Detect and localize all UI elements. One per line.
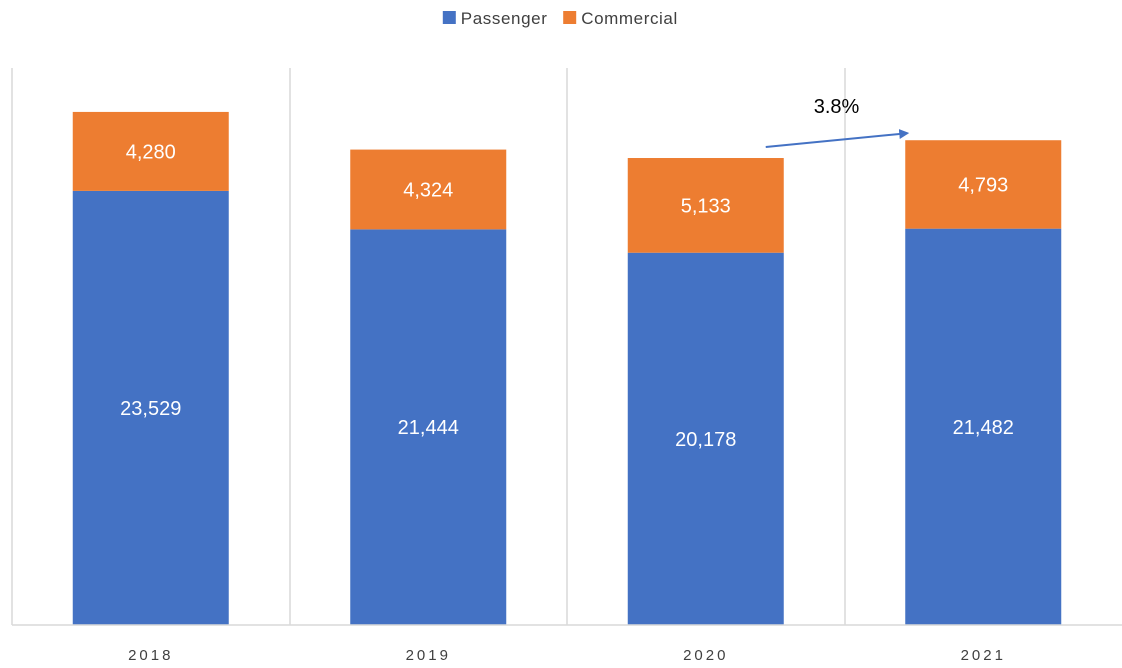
growth-annotation-label: 3.8% bbox=[814, 96, 860, 118]
data-label-passenger-2018: 23,529 bbox=[120, 398, 181, 420]
data-labels: 23,529 4,280 21,444 4,324 20,178 5,133 21,482 4… bbox=[120, 141, 1014, 450]
bar-commercial-2018 bbox=[72, 111, 229, 191]
x-tick-label: 2021 bbox=[961, 647, 1006, 663]
legend-swatch-passenger bbox=[442, 11, 456, 24]
bar-passenger-2018 bbox=[72, 190, 229, 625]
growth-annotation: 3.8% bbox=[765, 96, 910, 149]
x-tick-label: 2020 bbox=[683, 647, 728, 663]
x-axis: 2018 2019 2020 2021 bbox=[12, 624, 1122, 664]
bar-commercial-2021 bbox=[905, 140, 1062, 229]
legend-label-passenger: Passenger bbox=[461, 9, 548, 28]
data-label-commercial-2020: 5,133 bbox=[681, 195, 731, 217]
bar-commercial-2019 bbox=[350, 149, 507, 230]
bar-passenger-2021 bbox=[905, 228, 1062, 625]
data-label-commercial-2018: 4,280 bbox=[126, 141, 176, 163]
data-label-passenger-2021: 21,482 bbox=[953, 417, 1014, 439]
legend: Passenger Commercial bbox=[442, 9, 678, 28]
legend-swatch-commercial bbox=[563, 11, 577, 24]
category-separators bbox=[11, 68, 846, 625]
x-tick-label: 2019 bbox=[406, 647, 451, 663]
data-label-commercial-2021: 4,793 bbox=[958, 174, 1008, 196]
growth-arrow bbox=[765, 129, 910, 149]
bar-passenger-2019 bbox=[350, 229, 507, 625]
data-label-commercial-2019: 4,324 bbox=[403, 179, 453, 201]
x-tick-label: 2018 bbox=[128, 647, 173, 663]
data-label-passenger-2019: 21,444 bbox=[398, 417, 459, 439]
bar-passenger-2020 bbox=[627, 252, 784, 626]
legend-label-commercial: Commercial bbox=[581, 9, 678, 28]
bars bbox=[72, 111, 1062, 626]
bar-commercial-2020 bbox=[627, 158, 784, 253]
data-label-passenger-2020: 20,178 bbox=[675, 429, 736, 451]
